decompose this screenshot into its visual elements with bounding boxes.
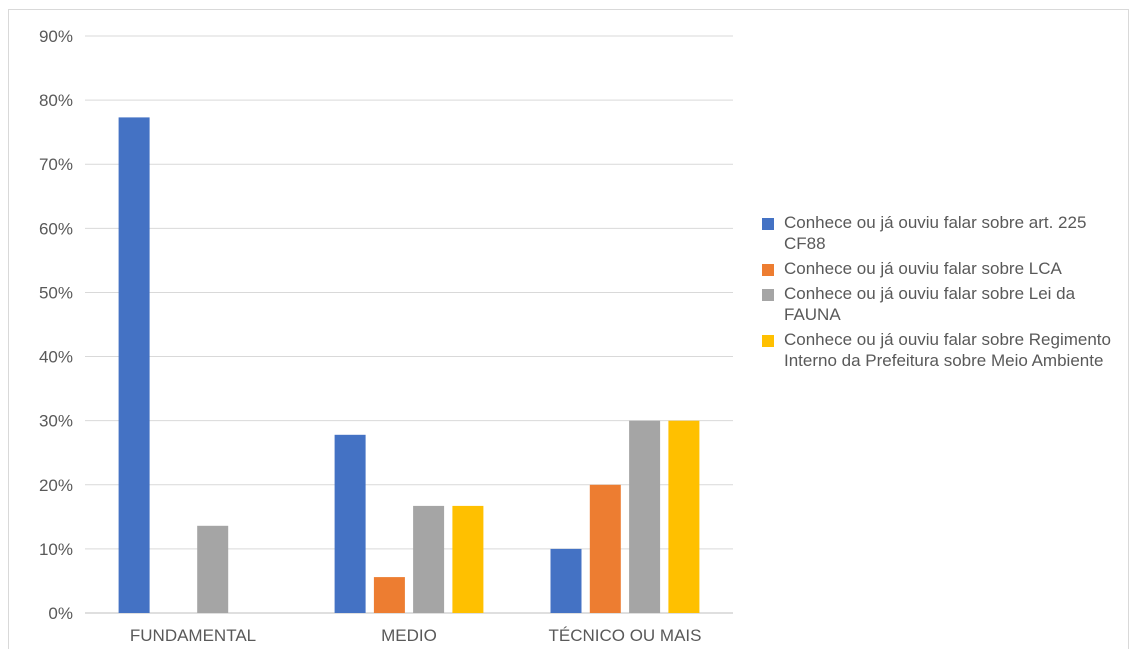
legend-swatch bbox=[762, 289, 774, 301]
x-category-label: TÉCNICO OU MAIS bbox=[548, 626, 701, 645]
bar bbox=[629, 420, 661, 613]
legend-item: Conhece ou já ouviu falar sobre Regiment… bbox=[762, 329, 1122, 371]
y-tick-label: 40% bbox=[39, 348, 73, 367]
legend-item: Conhece ou já ouviu falar sobre art. 225… bbox=[762, 212, 1122, 254]
legend-item: Conhece ou já ouviu falar sobre Lei da F… bbox=[762, 283, 1122, 325]
legend-swatch bbox=[762, 264, 774, 276]
x-category-label: MEDIO bbox=[381, 626, 437, 645]
gridlines bbox=[85, 35, 733, 614]
y-tick-label: 80% bbox=[39, 91, 73, 110]
bar bbox=[118, 117, 150, 614]
y-tick-label: 30% bbox=[39, 412, 73, 431]
bar bbox=[413, 505, 445, 613]
chart-frame bbox=[8, 9, 1129, 649]
y-axis-tick-labels: 0% 10% 20% 30% 40% 50% 60% 70% 80% 90% bbox=[39, 27, 73, 623]
bar bbox=[373, 577, 405, 613]
y-tick-label: 60% bbox=[39, 219, 73, 238]
x-category-label: FUNDAMENTAL bbox=[130, 626, 256, 645]
bar bbox=[589, 484, 621, 613]
bar bbox=[197, 525, 229, 613]
y-tick-label: 70% bbox=[39, 155, 73, 174]
bar bbox=[452, 505, 484, 613]
legend-label: Conhece ou já ouviu falar sobre Lei da F… bbox=[784, 284, 1076, 324]
legend-item: Conhece ou já ouviu falar sobre LCA bbox=[762, 258, 1122, 279]
bar bbox=[334, 434, 366, 613]
legend: Conhece ou já ouviu falar sobre art. 225… bbox=[762, 212, 1122, 375]
y-tick-label: 50% bbox=[39, 283, 73, 302]
bar bbox=[668, 420, 700, 613]
y-tick-label: 20% bbox=[39, 476, 73, 495]
x-axis-category-labels: FUNDAMENTAL MEDIO TÉCNICO OU MAIS bbox=[130, 626, 702, 645]
legend-swatch bbox=[762, 218, 774, 230]
y-tick-label: 10% bbox=[39, 540, 73, 559]
bars bbox=[118, 117, 700, 614]
bar bbox=[550, 548, 582, 613]
legend-label: Conhece ou já ouviu falar sobre LCA bbox=[784, 259, 1062, 278]
legend-swatch bbox=[762, 335, 774, 347]
y-tick-label: 0% bbox=[48, 604, 73, 623]
legend-label: Conhece ou já ouviu falar sobre art. 225… bbox=[784, 213, 1087, 253]
legend-label: Conhece ou já ouviu falar sobre Regiment… bbox=[784, 330, 1111, 370]
y-tick-label: 90% bbox=[39, 27, 73, 46]
